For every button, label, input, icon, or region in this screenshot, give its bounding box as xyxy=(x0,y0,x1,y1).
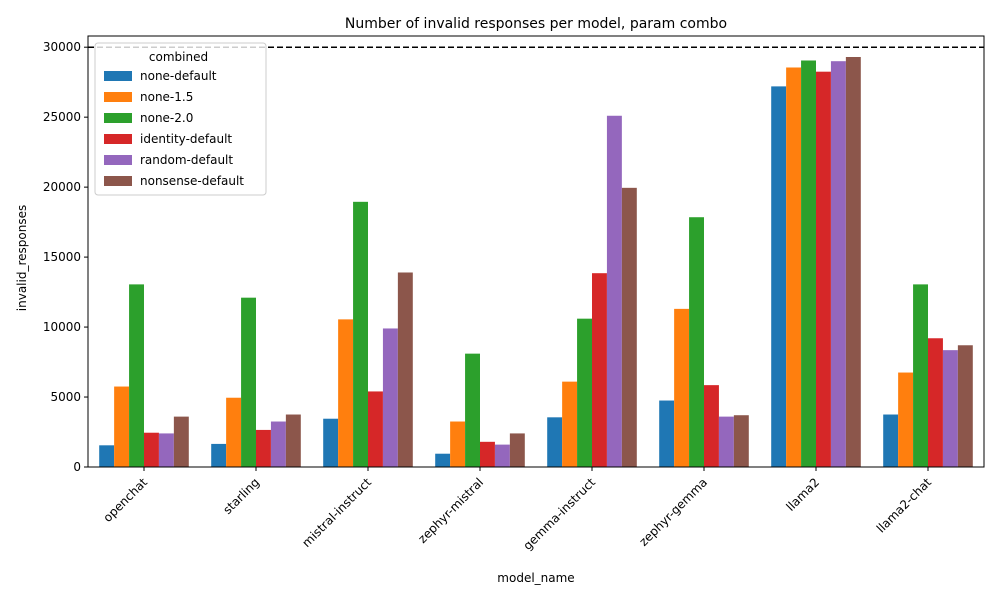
bar-none-2.0-llama2-chat xyxy=(913,284,928,467)
bar-identity-default-llama2-chat xyxy=(928,338,943,467)
legend-swatch xyxy=(104,113,132,123)
legend-box xyxy=(94,42,267,196)
bar-nonsense-default-zephyr-mistral xyxy=(509,433,525,467)
y-tick-label: 0 xyxy=(73,460,81,474)
legend-swatch xyxy=(104,155,132,165)
bars-group xyxy=(99,56,973,468)
y-tick-label: 25000 xyxy=(43,110,81,124)
y-tick-label: 30000 xyxy=(43,40,81,54)
bar-nonsense-default-openchat xyxy=(173,416,189,467)
legend-entry: none-2.0 xyxy=(140,111,193,125)
bar-none-default-zephyr-gemma xyxy=(659,400,675,467)
x-tick-label: openchat xyxy=(100,475,150,525)
x-tick-label: zephyr-gemma xyxy=(636,475,710,549)
bar-none-1.5-starling xyxy=(226,397,242,467)
bar-nonsense-default-zephyr-gemma xyxy=(733,415,749,467)
bar-random-default-llama2 xyxy=(830,61,846,467)
bar-random-default-llama2-chat xyxy=(942,350,958,467)
x-tick-label: gemma-instruct xyxy=(520,475,598,553)
legend-entry: random-default xyxy=(140,153,233,167)
bar-random-default-starling xyxy=(270,421,286,467)
legend-swatch xyxy=(104,92,132,102)
x-tick-label: llama2 xyxy=(783,475,822,514)
bar-random-default-openchat xyxy=(158,433,174,467)
bar-nonsense-default-llama2 xyxy=(845,56,861,468)
legend-title: combined xyxy=(149,50,208,64)
chart-title: Number of invalid responses per model, p… xyxy=(345,16,727,32)
x-axis-label: model_name xyxy=(497,571,574,585)
bar-random-default-zephyr-mistral xyxy=(494,444,510,467)
bar-none-1.5-openchat xyxy=(114,386,130,467)
bar-none-default-openchat xyxy=(99,445,115,467)
bar-none-default-llama2 xyxy=(771,86,787,467)
bar-identity-default-zephyr-mistral xyxy=(480,441,495,467)
legend-entry: none-default xyxy=(140,69,217,83)
bar-none-1.5-llama2 xyxy=(786,67,802,468)
plot-frame xyxy=(87,35,985,468)
bar-random-default-gemma-instruct xyxy=(606,115,622,467)
bar-random-default-zephyr-gemma xyxy=(718,416,734,467)
x-tick-label: starling xyxy=(220,475,262,517)
bar-none-1.5-zephyr-gemma xyxy=(674,308,690,467)
legend-entry: nonsense-default xyxy=(140,174,244,188)
y-tick-label: 10000 xyxy=(43,320,81,334)
bar-none-2.0-gemma-instruct xyxy=(577,318,592,467)
bar-random-default-mistral-instruct xyxy=(382,328,398,467)
bar-identity-default-openchat xyxy=(144,432,159,467)
y-tick-label: 15000 xyxy=(43,250,81,264)
bar-nonsense-default-starling xyxy=(285,414,301,467)
bar-identity-default-starling xyxy=(256,429,271,467)
y-tick-label: 20000 xyxy=(43,180,81,194)
bar-none-default-starling xyxy=(211,443,227,467)
bar-none-2.0-zephyr-mistral xyxy=(465,353,480,467)
bar-nonsense-default-gemma-instruct xyxy=(621,187,637,467)
bar-identity-default-llama2 xyxy=(816,71,831,468)
bar-nonsense-default-mistral-instruct xyxy=(397,272,413,467)
legend-entry: none-1.5 xyxy=(140,90,193,104)
legend: combined none-default none-1.5 none-2.0 iden… xyxy=(94,42,267,196)
bar-none-2.0-mistral-instruct xyxy=(353,201,368,467)
bar-none-1.5-gemma-instruct xyxy=(562,381,578,467)
bar-none-default-llama2-chat xyxy=(883,414,899,467)
bar-none-2.0-zephyr-gemma xyxy=(689,217,704,467)
bar-none-default-zephyr-mistral xyxy=(435,453,451,467)
y-tick-label: 5000 xyxy=(50,390,81,404)
legend-swatch xyxy=(104,134,132,144)
legend-entry: identity-default xyxy=(140,132,232,146)
x-tick-label: llama2-chat xyxy=(874,475,935,536)
bar-identity-default-zephyr-gemma xyxy=(704,385,719,467)
bar-none-default-mistral-instruct xyxy=(323,418,339,467)
bar-identity-default-gemma-instruct xyxy=(592,273,607,467)
bar-none-2.0-openchat xyxy=(129,284,144,467)
bar-nonsense-default-llama2-chat xyxy=(957,345,973,467)
bar-none-2.0-llama2 xyxy=(801,60,816,468)
bar-none-2.0-starling xyxy=(241,297,256,467)
y-axis-label: invalid_responses xyxy=(15,205,29,311)
x-tick-label: zephyr-mistral xyxy=(415,475,486,546)
x-tick-label: mistral-instruct xyxy=(299,475,374,550)
bar-none-1.5-zephyr-mistral xyxy=(450,421,466,467)
bar-none-default-gemma-instruct xyxy=(547,417,563,467)
bar-none-1.5-llama2-chat xyxy=(898,372,914,467)
legend-swatch xyxy=(104,176,132,186)
bar-identity-default-mistral-instruct xyxy=(368,391,383,467)
bar-none-1.5-mistral-instruct xyxy=(338,319,354,467)
legend-swatch xyxy=(104,71,132,81)
